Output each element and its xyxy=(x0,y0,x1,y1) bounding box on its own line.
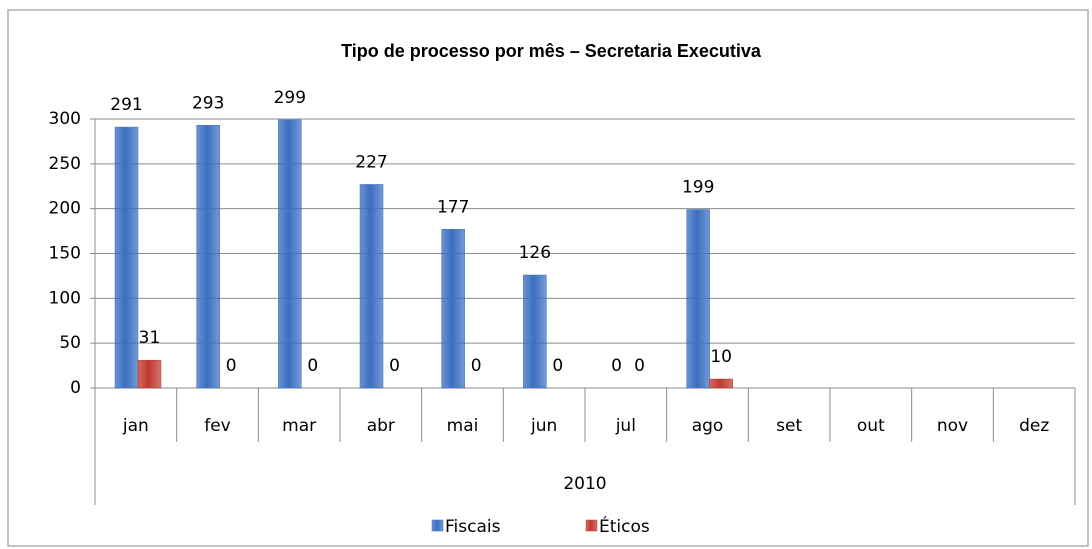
bar xyxy=(137,359,162,389)
x-tick-label: jan xyxy=(122,416,149,436)
x-tick-label: ago xyxy=(692,416,724,436)
y-tick-label: 250 xyxy=(49,154,81,174)
bar xyxy=(441,229,465,389)
category-group-label: 2010 xyxy=(563,474,606,494)
bar xyxy=(686,209,710,389)
data-label: 0 xyxy=(634,356,645,376)
data-label: 177 xyxy=(437,197,469,217)
data-label: 0 xyxy=(552,356,563,376)
legend-label: Fiscais xyxy=(445,517,501,537)
y-tick-label: 150 xyxy=(49,244,81,264)
bar xyxy=(196,125,220,389)
y-tick-label: 50 xyxy=(59,333,81,353)
x-tick-label: mai xyxy=(447,416,479,436)
data-label: 293 xyxy=(192,93,224,113)
x-tick-label: jul xyxy=(615,416,636,436)
x-tick-label: jun xyxy=(530,416,557,436)
y-tick-label: 0 xyxy=(70,378,81,398)
data-label: 199 xyxy=(682,178,714,198)
bar xyxy=(359,184,384,389)
x-tick-label: abr xyxy=(367,416,395,436)
bar xyxy=(523,274,547,389)
bar xyxy=(278,119,302,389)
legend-swatch xyxy=(431,519,444,532)
data-label: 0 xyxy=(611,356,622,376)
bar xyxy=(114,126,139,389)
x-tick-label: set xyxy=(776,416,802,436)
y-tick-label: 300 xyxy=(49,109,81,129)
data-label: 0 xyxy=(389,356,400,376)
x-tick-label: fev xyxy=(204,416,231,436)
data-label: 0 xyxy=(307,356,318,376)
legend-label: Éticos xyxy=(599,515,650,537)
x-tick-label: out xyxy=(857,416,885,436)
chart-border xyxy=(7,9,1089,547)
x-tick-label: nov xyxy=(937,416,968,436)
data-label: 0 xyxy=(226,356,237,376)
data-label: 299 xyxy=(274,88,306,108)
legend-swatch xyxy=(585,519,598,532)
data-label: 126 xyxy=(519,243,551,263)
y-tick-label: 200 xyxy=(49,199,81,219)
y-tick-label: 100 xyxy=(49,288,81,308)
chart-title: Tipo de processo por mês – Secretaria Ex… xyxy=(341,41,762,61)
bar xyxy=(709,378,733,389)
x-tick-label: dez xyxy=(1019,416,1049,436)
data-label: 10 xyxy=(710,347,732,367)
data-label: 291 xyxy=(110,95,142,115)
data-label: 227 xyxy=(355,152,387,172)
data-label: 0 xyxy=(471,356,482,376)
data-label: 31 xyxy=(139,328,161,348)
x-tick-label: mar xyxy=(282,416,316,436)
